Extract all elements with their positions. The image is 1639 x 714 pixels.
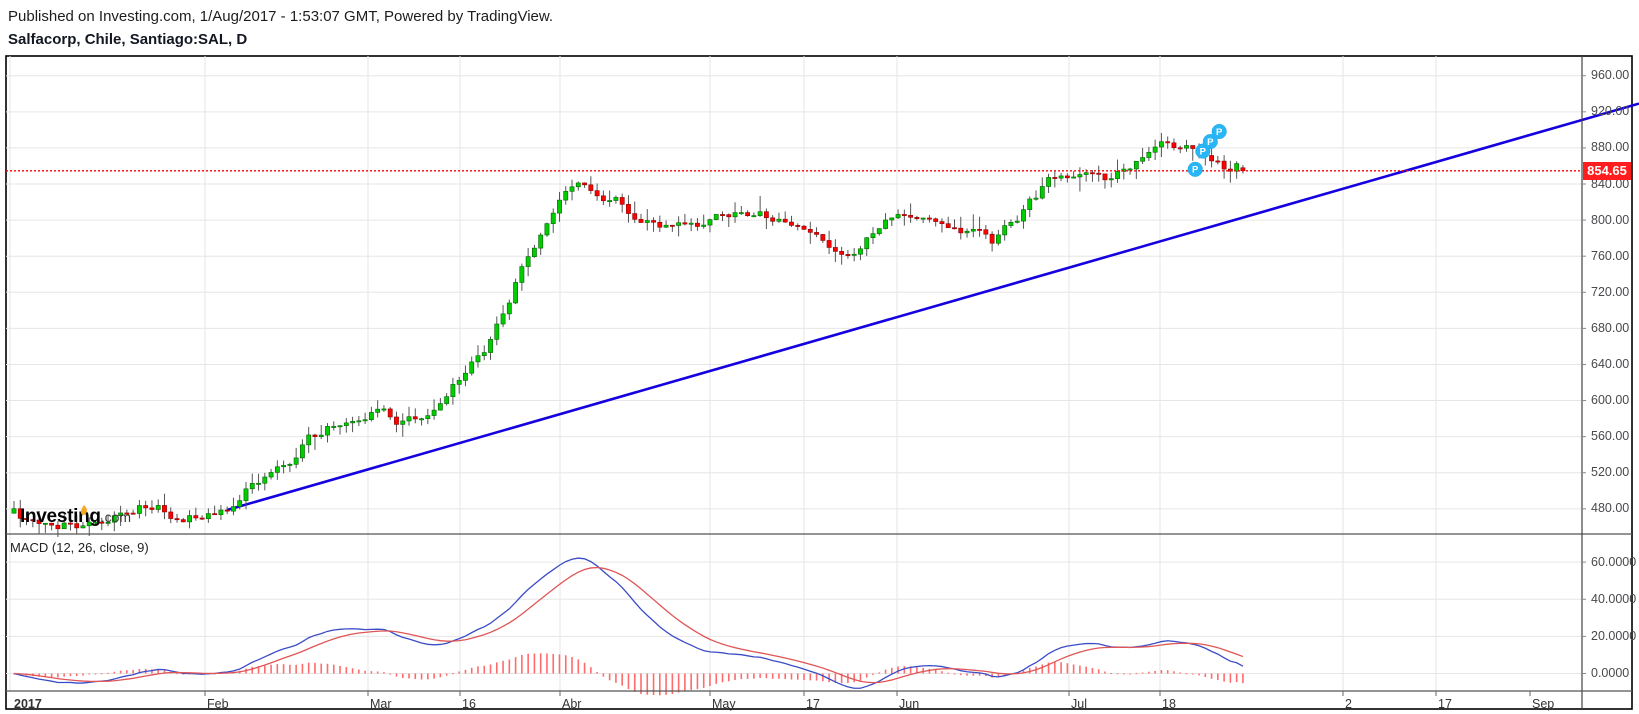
svg-text:P: P	[1207, 137, 1214, 148]
svg-text:P: P	[1200, 146, 1207, 157]
svg-text:P: P	[1192, 165, 1199, 176]
svg-text:P: P	[1216, 127, 1223, 138]
